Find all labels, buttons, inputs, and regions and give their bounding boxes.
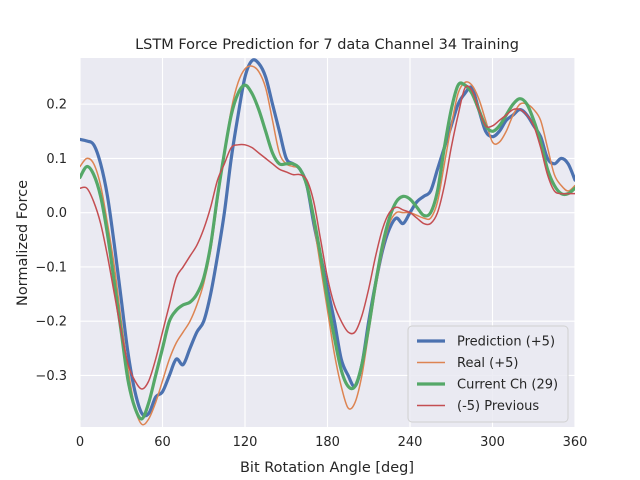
x-tick-label: 300 bbox=[480, 435, 505, 450]
legend-label: Current Ch (29) bbox=[457, 378, 558, 393]
x-tick-label: 120 bbox=[233, 435, 258, 450]
series-line-4 bbox=[80, 85, 575, 390]
grid bbox=[79, 58, 576, 427]
y-tick-label: −0.3 bbox=[35, 369, 67, 384]
legend-label: (-5) Previous bbox=[457, 399, 539, 414]
y-tick-label: −0.2 bbox=[35, 315, 67, 330]
x-tick-label: 0 bbox=[76, 435, 84, 450]
x-axis-ticks: 0 60 120 180 240 300 360 bbox=[76, 435, 588, 450]
y-tick-label: 0.1 bbox=[46, 152, 67, 167]
series-line-1 bbox=[80, 58, 575, 418]
series-line-2 bbox=[80, 65, 575, 426]
chart-title: LSTM Force Prediction for 7 data Channel… bbox=[135, 37, 519, 53]
y-axis-label: Normalized Force bbox=[15, 180, 31, 306]
series-line-3 bbox=[80, 81, 575, 421]
x-tick-label: 180 bbox=[315, 435, 340, 450]
y-tick-label: −0.1 bbox=[35, 260, 67, 275]
legend-label: Real (+5) bbox=[457, 356, 518, 371]
x-tick-label: 360 bbox=[563, 435, 588, 450]
legend: Prediction (+5) Real (+5) Current Ch (29) (… bbox=[407, 325, 569, 423]
y-tick-label: 0.0 bbox=[46, 206, 67, 221]
x-tick-label: 240 bbox=[398, 435, 423, 450]
x-axis-label: Bit Rotation Angle [deg] bbox=[240, 460, 414, 476]
y-tick-label: 0.2 bbox=[46, 98, 67, 113]
x-tick-label: 60 bbox=[154, 435, 171, 450]
series-group bbox=[80, 58, 575, 426]
legend-label: Prediction (+5) bbox=[457, 335, 555, 350]
legend-box bbox=[407, 325, 569, 423]
y-axis-ticks: −0.3 −0.2 −0.1 0.0 0.1 0.2 bbox=[35, 98, 67, 384]
